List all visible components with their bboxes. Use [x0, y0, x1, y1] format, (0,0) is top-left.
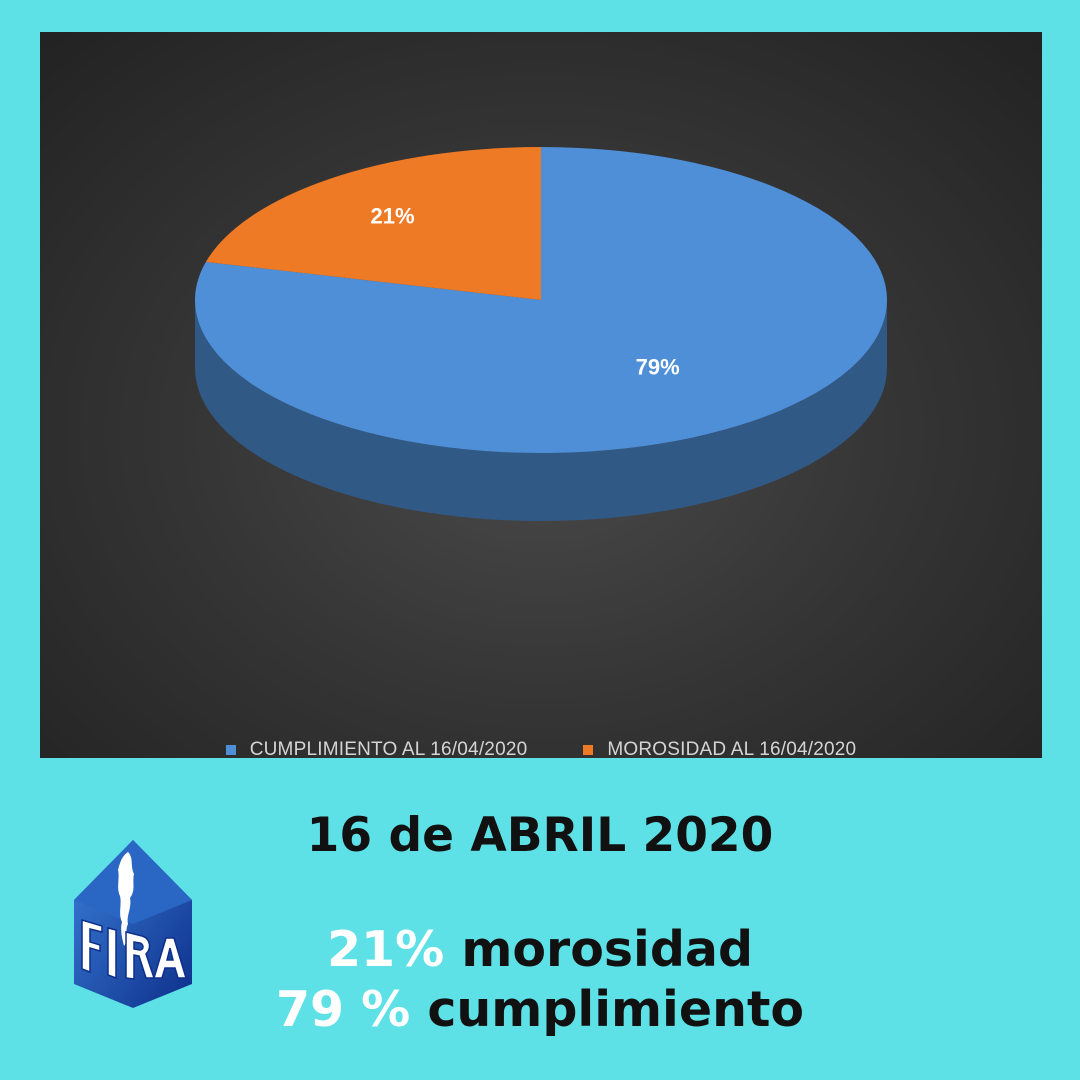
legend-item-cumplimiento: CUMPLIMIENTO AL 16/04/2020: [225, 738, 528, 762]
pie-chart: 79% 21%: [194, 147, 887, 521]
summary-line-cumplimiento: 79 % cumplimiento: [240, 980, 840, 1040]
summary-line-morosidad: 21% morosidad: [240, 920, 840, 980]
cumplimiento-text: cumplimiento: [427, 981, 805, 1038]
argentina-map-icon: [118, 852, 134, 946]
fira-logo-letters: [81, 918, 188, 980]
legend-swatch-cumplimiento: [225, 745, 236, 755]
cumplimiento-percent: 79 %: [275, 981, 411, 1038]
legend-item-morosidad: MOROSIDAD AL 16/04/2020: [583, 738, 856, 762]
pie-chart-panel: 79% 21% CUMPLIMIENTO AL 16/04/2020 MOROSI…: [40, 32, 1042, 760]
pie-side-0: [194, 299, 887, 521]
legend-label-cumplimiento: CUMPLIMIENTO AL 16/04/2020: [249, 739, 528, 760]
fira-logo: [70, 838, 196, 1010]
summary-block: 21% morosidad 79 % cumplimiento: [240, 920, 840, 1040]
pie-data-label-1: 21%: [371, 203, 415, 228]
pie-slice-1: [205, 147, 541, 300]
legend-label-morosidad: MOROSIDAD AL 16/04/2020: [607, 739, 857, 760]
pie-slice-0: [195, 147, 887, 454]
chart-legend: CUMPLIMIENTO AL 16/04/2020 MOROSIDAD AL …: [40, 738, 1042, 762]
legend-swatch-morosidad: [583, 745, 594, 755]
pie-data-label-0: 79%: [636, 354, 680, 379]
morosidad-text: morosidad: [461, 921, 754, 978]
date-title: 16 de ABRIL 2020: [306, 808, 774, 863]
morosidad-percent: 21%: [326, 921, 445, 978]
